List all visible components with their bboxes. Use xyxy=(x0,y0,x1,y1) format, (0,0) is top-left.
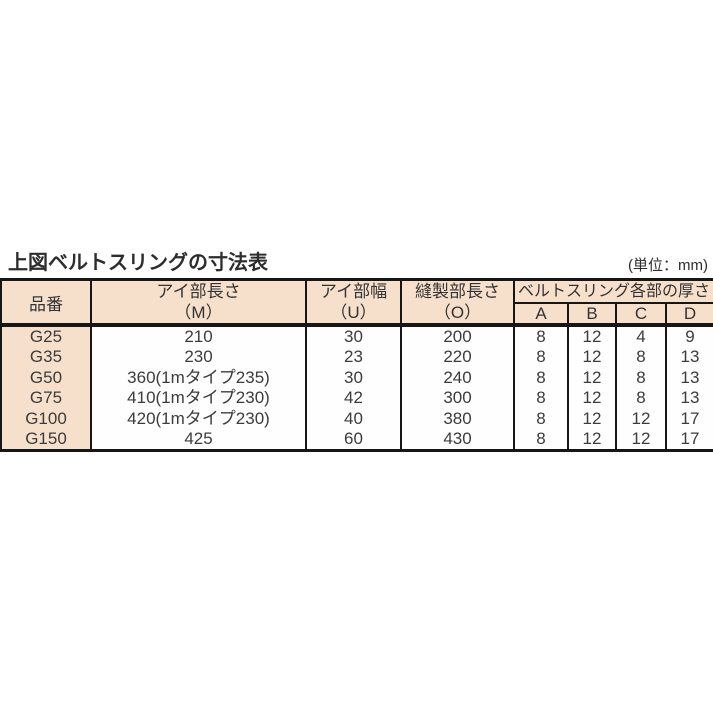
table-body: G25 210 30 200 8 12 4 9 G35 230 23 220 8… xyxy=(0,325,713,451)
header-thickness-a: A xyxy=(513,303,569,327)
cell-eye-length: 230 xyxy=(90,347,307,368)
cell-part-no: G35 xyxy=(0,347,92,368)
cell-sewn-length: 240 xyxy=(400,367,515,388)
table-row: G35 230 23 220 8 12 8 13 xyxy=(0,347,713,368)
cell-eye-width: 30 xyxy=(305,325,402,347)
cell-thickness-c: 12 xyxy=(615,408,667,429)
cell-eye-width: 60 xyxy=(305,429,402,451)
table-row: G75 410(1mタイプ230) 42 300 8 12 8 13 xyxy=(0,388,713,409)
cell-thickness-d: 9 xyxy=(664,325,713,347)
header-part-no: 品番 xyxy=(0,279,92,327)
cell-sewn-length: 220 xyxy=(400,347,515,368)
cell-thickness-b: 12 xyxy=(567,347,617,368)
header-sewn-length-label: 縫製部長さ xyxy=(415,282,500,301)
cell-thickness-b: 12 xyxy=(567,388,617,409)
cell-thickness-c: 12 xyxy=(615,429,667,451)
header-eye-length-symbol: （M） xyxy=(174,303,223,322)
cell-part-no: G75 xyxy=(0,388,92,409)
cell-thickness-c: 8 xyxy=(615,367,667,388)
dimension-table: 品番 アイ部長さ （M） アイ部幅 （U） 縫製部長さ （O） ベルトスリング各… xyxy=(0,278,713,452)
cell-thickness-a: 8 xyxy=(513,429,569,451)
cell-thickness-d: 13 xyxy=(664,347,713,368)
header-thickness-group: ベルトスリング各部の厚さ xyxy=(512,279,713,304)
cell-sewn-length: 380 xyxy=(400,408,515,429)
cell-thickness-d: 13 xyxy=(664,367,713,388)
cell-thickness-d: 17 xyxy=(664,429,713,451)
cell-thickness-a: 8 xyxy=(513,408,569,429)
table-row: G50 360(1mタイプ235) 30 240 8 12 8 13 xyxy=(0,367,713,388)
cell-eye-length: 210 xyxy=(90,325,307,347)
cell-part-no: G25 xyxy=(0,325,92,347)
header-eye-width-symbol: （U） xyxy=(330,303,377,322)
cell-thickness-d: 17 xyxy=(664,408,713,429)
cell-part-no: G100 xyxy=(0,408,92,429)
header-thickness-c: C xyxy=(615,303,667,327)
cell-sewn-length: 200 xyxy=(400,325,515,347)
cell-eye-width: 23 xyxy=(305,347,402,368)
cell-thickness-c: 8 xyxy=(615,388,667,409)
cell-thickness-b: 12 xyxy=(567,429,617,451)
cell-thickness-a: 8 xyxy=(513,347,569,368)
header-sewn-length-symbol: （O） xyxy=(433,303,482,322)
header-eye-width-label: アイ部幅 xyxy=(319,282,388,301)
header-thickness-d: D xyxy=(664,303,713,327)
cell-thickness-a: 8 xyxy=(513,388,569,409)
cell-eye-width: 30 xyxy=(305,367,402,388)
cell-eye-width: 42 xyxy=(305,388,402,409)
cell-eye-length: 410(1mタイプ230) xyxy=(90,388,307,409)
cell-eye-width: 40 xyxy=(305,408,402,429)
cell-thickness-c: 4 xyxy=(615,325,667,347)
cell-thickness-c: 8 xyxy=(615,347,667,368)
table-row: G150 425 60 430 8 12 12 17 xyxy=(0,429,713,451)
cell-part-no: G150 xyxy=(0,429,92,451)
table-title: 上図ベルトスリングの寸法表 xyxy=(8,252,268,274)
cell-thickness-a: 8 xyxy=(513,367,569,388)
cell-eye-length: 420(1mタイプ230) xyxy=(90,408,307,429)
cell-thickness-a: 8 xyxy=(513,325,569,347)
cell-thickness-d: 13 xyxy=(664,388,713,409)
cell-eye-length: 425 xyxy=(90,429,307,451)
cell-thickness-b: 12 xyxy=(567,325,617,347)
cell-thickness-b: 12 xyxy=(567,408,617,429)
header-sewn-length: 縫製部長さ （O） xyxy=(400,279,515,327)
header-thickness-b: B xyxy=(567,303,617,327)
table-header: 品番 アイ部長さ （M） アイ部幅 （U） 縫製部長さ （O） ベルトスリング各… xyxy=(0,279,713,327)
header-eye-length-label: アイ部長さ xyxy=(156,282,241,301)
table-row: G100 420(1mタイプ230) 40 380 8 12 12 17 xyxy=(0,408,713,429)
cell-thickness-b: 12 xyxy=(567,367,617,388)
cell-sewn-length: 300 xyxy=(400,388,515,409)
table-row: G25 210 30 200 8 12 4 9 xyxy=(0,325,713,347)
cell-eye-length: 360(1mタイプ235) xyxy=(90,367,307,388)
header-eye-width: アイ部幅 （U） xyxy=(305,279,402,327)
cell-part-no: G50 xyxy=(0,367,92,388)
unit-label: (単位：mm) xyxy=(628,257,708,274)
header-eye-length: アイ部長さ （M） xyxy=(90,279,307,327)
cell-sewn-length: 430 xyxy=(400,429,515,451)
